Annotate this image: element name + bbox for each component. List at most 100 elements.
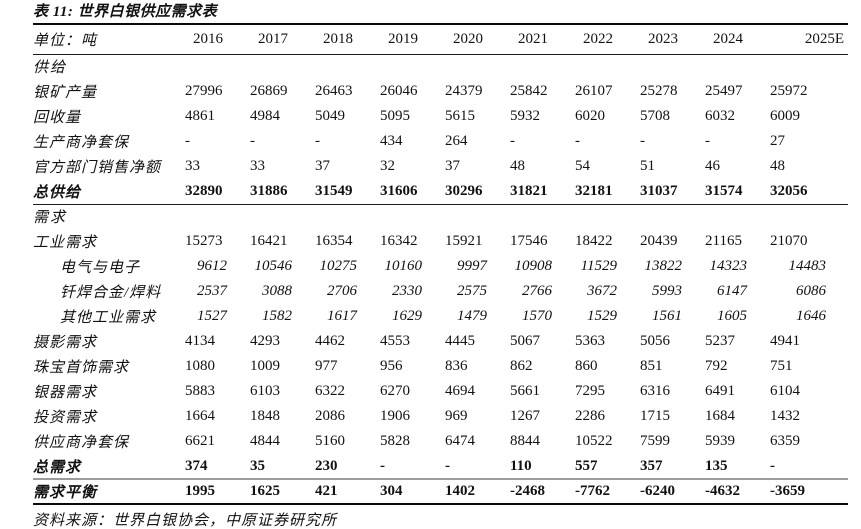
- value-cell: -: [445, 454, 510, 480]
- value-cell: 18422: [575, 233, 613, 249]
- value-cell: 230: [315, 454, 380, 480]
- value-cell: 37: [315, 158, 330, 174]
- value-cell: [315, 54, 380, 79]
- row-label: 需求: [33, 210, 68, 227]
- value-cell: 13822: [644, 258, 683, 274]
- value-cell: 3672: [587, 283, 617, 299]
- source-note: 资料来源：世界白银协会，中原证券研究所: [33, 513, 338, 529]
- value-cell: 1995: [185, 479, 250, 505]
- value-cell: [445, 204, 510, 229]
- value-cell: 31886: [250, 179, 315, 205]
- value-cell: -: [770, 454, 848, 480]
- value-cell: 31821: [510, 179, 575, 205]
- value-cell: 16354: [315, 233, 353, 249]
- value-cell: 5828: [380, 433, 410, 449]
- value-cell: 3088: [262, 283, 292, 299]
- value-cell: [380, 204, 445, 229]
- value-cell: -: [705, 133, 710, 149]
- value-cell: 27: [770, 133, 785, 149]
- value-cell: 6621: [185, 433, 215, 449]
- value-cell: 27996: [185, 83, 223, 99]
- value-cell: 10275: [319, 258, 358, 274]
- value-cell: 4445: [445, 333, 475, 349]
- value-cell: 1527: [197, 308, 227, 324]
- value-cell: 11529: [580, 258, 617, 274]
- value-cell: 6147: [717, 283, 747, 299]
- value-cell: [315, 204, 380, 229]
- value-cell: 751: [770, 358, 793, 374]
- value-cell: 26869: [250, 83, 288, 99]
- value-cell: 5939: [705, 433, 735, 449]
- value-cell: 421: [315, 479, 380, 505]
- value-cell: -4632: [705, 479, 770, 505]
- value-cell: 5708: [640, 108, 670, 124]
- row-label: 摄影需求: [33, 335, 98, 351]
- value-cell: 17546: [510, 233, 548, 249]
- value-cell: 16421: [250, 233, 288, 249]
- value-cell: 1605: [717, 308, 747, 324]
- value-cell: -7762: [575, 479, 640, 505]
- value-cell: [185, 204, 250, 229]
- row-label: 珠宝首饰需求: [33, 360, 130, 376]
- value-cell: 7599: [640, 433, 670, 449]
- row-label: 需求平衡: [33, 479, 185, 505]
- value-cell: 10160: [384, 258, 423, 274]
- row-label: 生产商净套保: [33, 135, 130, 151]
- table-row: 供给: [33, 54, 848, 79]
- value-cell: 5883: [185, 383, 215, 399]
- value-cell: 6086: [796, 283, 826, 299]
- value-cell: 35: [250, 454, 315, 480]
- value-cell: 31574: [705, 179, 770, 205]
- value-cell: 1570: [522, 308, 552, 324]
- table-body: 供给 银矿产量 27996 26869 26463 26046 24379 25842 2610…: [33, 54, 848, 505]
- value-cell: 5615: [445, 108, 475, 124]
- value-cell: 1402: [445, 479, 510, 505]
- row-label: 电气与电子: [60, 260, 141, 276]
- value-cell: 25497: [705, 83, 743, 99]
- value-cell: 8844: [510, 433, 540, 449]
- table-row: 钎焊合金/焊料 2537 3088 2706 2330 2575 2766 3672 5993 6…: [33, 279, 848, 304]
- value-cell: 32181: [575, 179, 640, 205]
- value-cell: 2330: [392, 283, 422, 299]
- value-cell: 14483: [788, 258, 827, 274]
- value-cell: 6322: [315, 383, 345, 399]
- value-cell: 1479: [457, 308, 487, 324]
- value-cell: 10908: [514, 258, 553, 274]
- table-row: 需求平衡 1995 1625 421 304 1402 -2468 -7762 -6240 -46…: [33, 479, 848, 505]
- value-cell: 5049: [315, 108, 345, 124]
- value-cell: 15921: [445, 233, 483, 249]
- table-row: 回收量 4861 4984 5049 5095 5615 5932 6020 5708 6032 6…: [33, 104, 848, 129]
- year-header: 2025E: [770, 25, 848, 55]
- value-cell: 5932: [510, 108, 540, 124]
- value-cell: 7295: [575, 383, 605, 399]
- row-label: 其他工业需求: [60, 310, 157, 326]
- value-cell: 4462: [315, 333, 345, 349]
- value-cell: 54: [575, 158, 590, 174]
- value-cell: 32890: [185, 179, 250, 205]
- value-cell: 1529: [587, 308, 617, 324]
- value-cell: 10546: [254, 258, 293, 274]
- value-cell: 26107: [575, 83, 613, 99]
- value-cell: 5993: [652, 283, 682, 299]
- table-row: 生产商净套保 - - - 434 264 - - - - 27: [33, 129, 848, 154]
- table-row: 总需求 374 35 230- -110 557 357 135-: [33, 454, 848, 480]
- value-cell: 4694: [445, 383, 475, 399]
- year-header: 2023: [640, 25, 705, 55]
- table-row: 官方部门销售净额 33 33 37 32 37 48 54 51 46 48: [33, 154, 848, 179]
- value-cell: 110: [510, 454, 575, 480]
- row-label: 总供给: [33, 179, 185, 205]
- value-cell: [510, 54, 575, 79]
- value-cell: -3659: [770, 479, 848, 505]
- value-cell: [510, 204, 575, 229]
- value-cell: 956: [380, 358, 403, 374]
- row-label: 银器需求: [33, 385, 98, 401]
- value-cell: 357: [640, 454, 705, 480]
- value-cell: 1684: [705, 408, 735, 424]
- year-header: 2019: [380, 25, 445, 55]
- value-cell: 4984: [250, 108, 280, 124]
- value-cell: 20439: [640, 233, 678, 249]
- value-cell: 31606: [380, 179, 445, 205]
- value-cell: 33: [185, 158, 200, 174]
- value-cell: 851: [640, 358, 663, 374]
